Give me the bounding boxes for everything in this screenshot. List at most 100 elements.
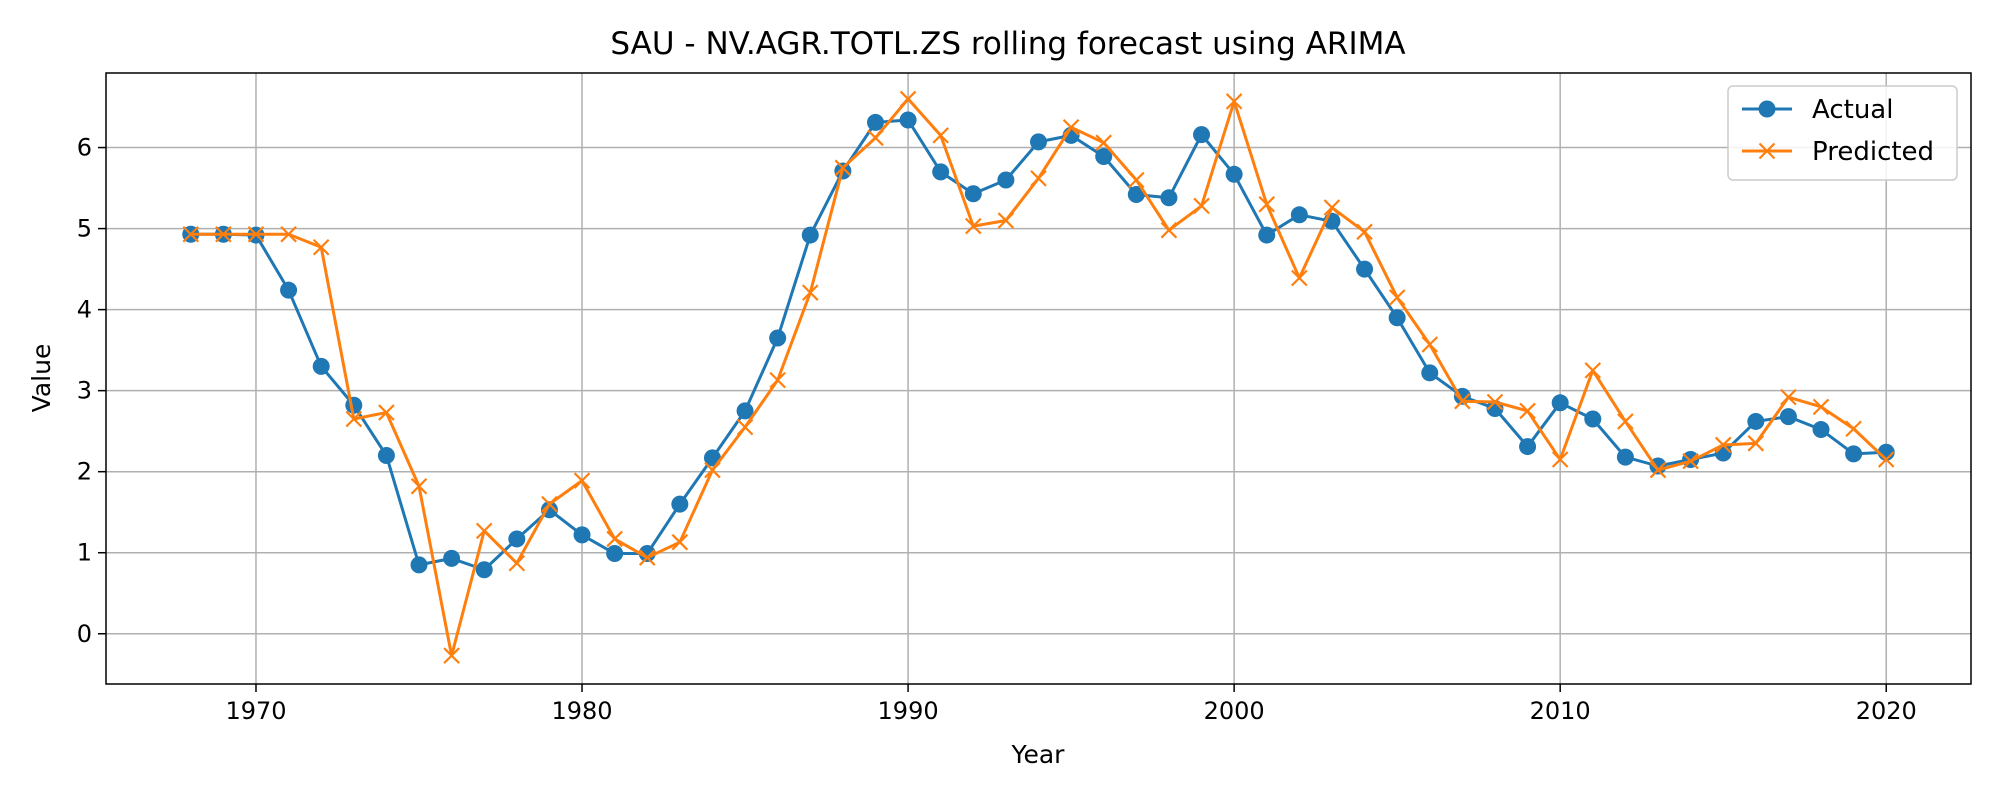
data-point-predicted — [1160, 221, 1178, 239]
data-point-actual — [1225, 165, 1243, 183]
data-point-predicted — [801, 284, 819, 301]
x-tick-label: 1980 — [551, 697, 612, 725]
y-tick-label: 5 — [77, 215, 92, 243]
x-tick-label: 2010 — [1530, 697, 1591, 725]
data-point-predicted — [280, 225, 297, 243]
data-point-predicted — [606, 530, 623, 548]
data-point-predicted — [215, 225, 232, 243]
legend: Actual Predicted — [1727, 85, 1958, 181]
data-point-actual — [997, 171, 1015, 189]
data-point-predicted — [541, 495, 558, 513]
data-point-predicted — [1030, 170, 1047, 187]
data-point-predicted — [1812, 398, 1830, 416]
data-point-predicted — [345, 410, 363, 428]
data-point-actual — [475, 561, 493, 579]
data-point-predicted — [1454, 392, 1471, 410]
data-point-actual — [1551, 394, 1569, 412]
data-point-actual — [866, 113, 884, 131]
legend-item-actual: Actual — [1742, 95, 1893, 125]
data-point-predicted — [1682, 452, 1699, 470]
data-point-predicted — [312, 238, 330, 256]
data-point-predicted — [1714, 436, 1732, 454]
data-point-actual — [443, 549, 461, 567]
y-axis-ticks: 0 1 2 3 4 5 6 — [77, 134, 106, 648]
data-point-actual — [769, 329, 787, 347]
data-point-predicted — [1617, 413, 1634, 430]
data-point-actual — [1584, 410, 1602, 428]
data-point-predicted — [736, 418, 754, 436]
data-point-actual — [1779, 408, 1797, 426]
data-point-predicted — [1747, 435, 1765, 452]
y-axis-label: Value — [27, 344, 56, 413]
data-point-actual — [1127, 186, 1145, 204]
plot-frame — [105, 72, 1972, 685]
series-predicted — [182, 90, 1895, 664]
data-point-predicted — [410, 477, 428, 495]
data-point-actual — [1747, 412, 1765, 430]
y-tick-label: 2 — [77, 458, 92, 486]
data-point-actual — [377, 446, 395, 464]
data-point-actual — [1812, 421, 1830, 439]
data-point-predicted — [1649, 461, 1667, 479]
data-point-predicted — [1584, 362, 1602, 379]
data-point-predicted — [443, 647, 460, 664]
y-tick-label: 4 — [77, 296, 92, 324]
data-point-actual — [1290, 206, 1308, 224]
data-point-predicted — [1551, 451, 1569, 468]
data-point-predicted — [769, 371, 786, 389]
x-tick-label: 1970 — [225, 697, 286, 725]
x-tick-label: 2000 — [1204, 697, 1265, 725]
data-point-actual — [1258, 226, 1276, 244]
data-point-actual — [964, 185, 982, 203]
data-point-actual — [573, 526, 591, 544]
data-point-actual — [1356, 260, 1374, 278]
data-point-predicted — [378, 404, 395, 421]
data-point-predicted — [1877, 451, 1895, 468]
y-tick-label: 6 — [77, 134, 92, 162]
y-tick-label: 1 — [77, 539, 92, 567]
data-point-predicted — [1421, 336, 1439, 353]
data-point-predicted — [997, 212, 1015, 229]
legend-marker-actual — [1758, 100, 1776, 118]
series-layer — [182, 90, 1895, 664]
data-point-actual — [1388, 309, 1406, 327]
data-point-predicted — [1095, 134, 1112, 151]
data-point-actual — [1421, 364, 1439, 382]
data-point-predicted — [1323, 199, 1341, 216]
legend-label-actual: Actual — [1812, 95, 1893, 125]
data-point-predicted — [1258, 195, 1276, 213]
x-axis-label: Year — [1011, 740, 1066, 769]
x-tick-label: 2020 — [1856, 697, 1917, 725]
x-axis-ticks: 1970 1980 1990 2000 2010 2020 — [225, 684, 1917, 725]
y-tick-label: 3 — [77, 377, 92, 405]
data-point-predicted — [1356, 223, 1373, 241]
data-point-predicted — [1225, 93, 1243, 110]
data-point-actual — [280, 281, 298, 299]
data-point-predicted — [834, 159, 852, 177]
data-point-actual — [508, 530, 526, 548]
legend-marker-predicted — [1758, 142, 1776, 160]
data-point-predicted — [965, 217, 982, 235]
data-point-actual — [736, 402, 754, 420]
legend-label-predicted: Predicted — [1812, 137, 1934, 167]
data-point-predicted — [899, 90, 917, 108]
data-point-actual — [1845, 445, 1863, 463]
data-point-actual — [1095, 147, 1113, 165]
data-point-predicted — [573, 472, 591, 489]
data-point-actual — [638, 545, 656, 563]
data-point-actual — [606, 545, 624, 563]
data-point-predicted — [508, 554, 526, 572]
data-point-predicted — [182, 225, 200, 243]
data-point-predicted — [475, 522, 493, 540]
data-point-actual — [1519, 438, 1537, 456]
data-point-predicted — [1486, 393, 1504, 411]
data-point-predicted — [1780, 388, 1797, 406]
data-point-predicted — [867, 129, 884, 147]
data-point-predicted — [1062, 119, 1080, 136]
chart-title: SAU - NV.AGR.TOTL.ZS rolling forecast us… — [610, 26, 1405, 62]
data-point-predicted — [671, 533, 689, 551]
data-point-predicted — [1291, 269, 1308, 287]
data-point-actual — [312, 357, 330, 375]
data-point-actual — [801, 226, 819, 244]
